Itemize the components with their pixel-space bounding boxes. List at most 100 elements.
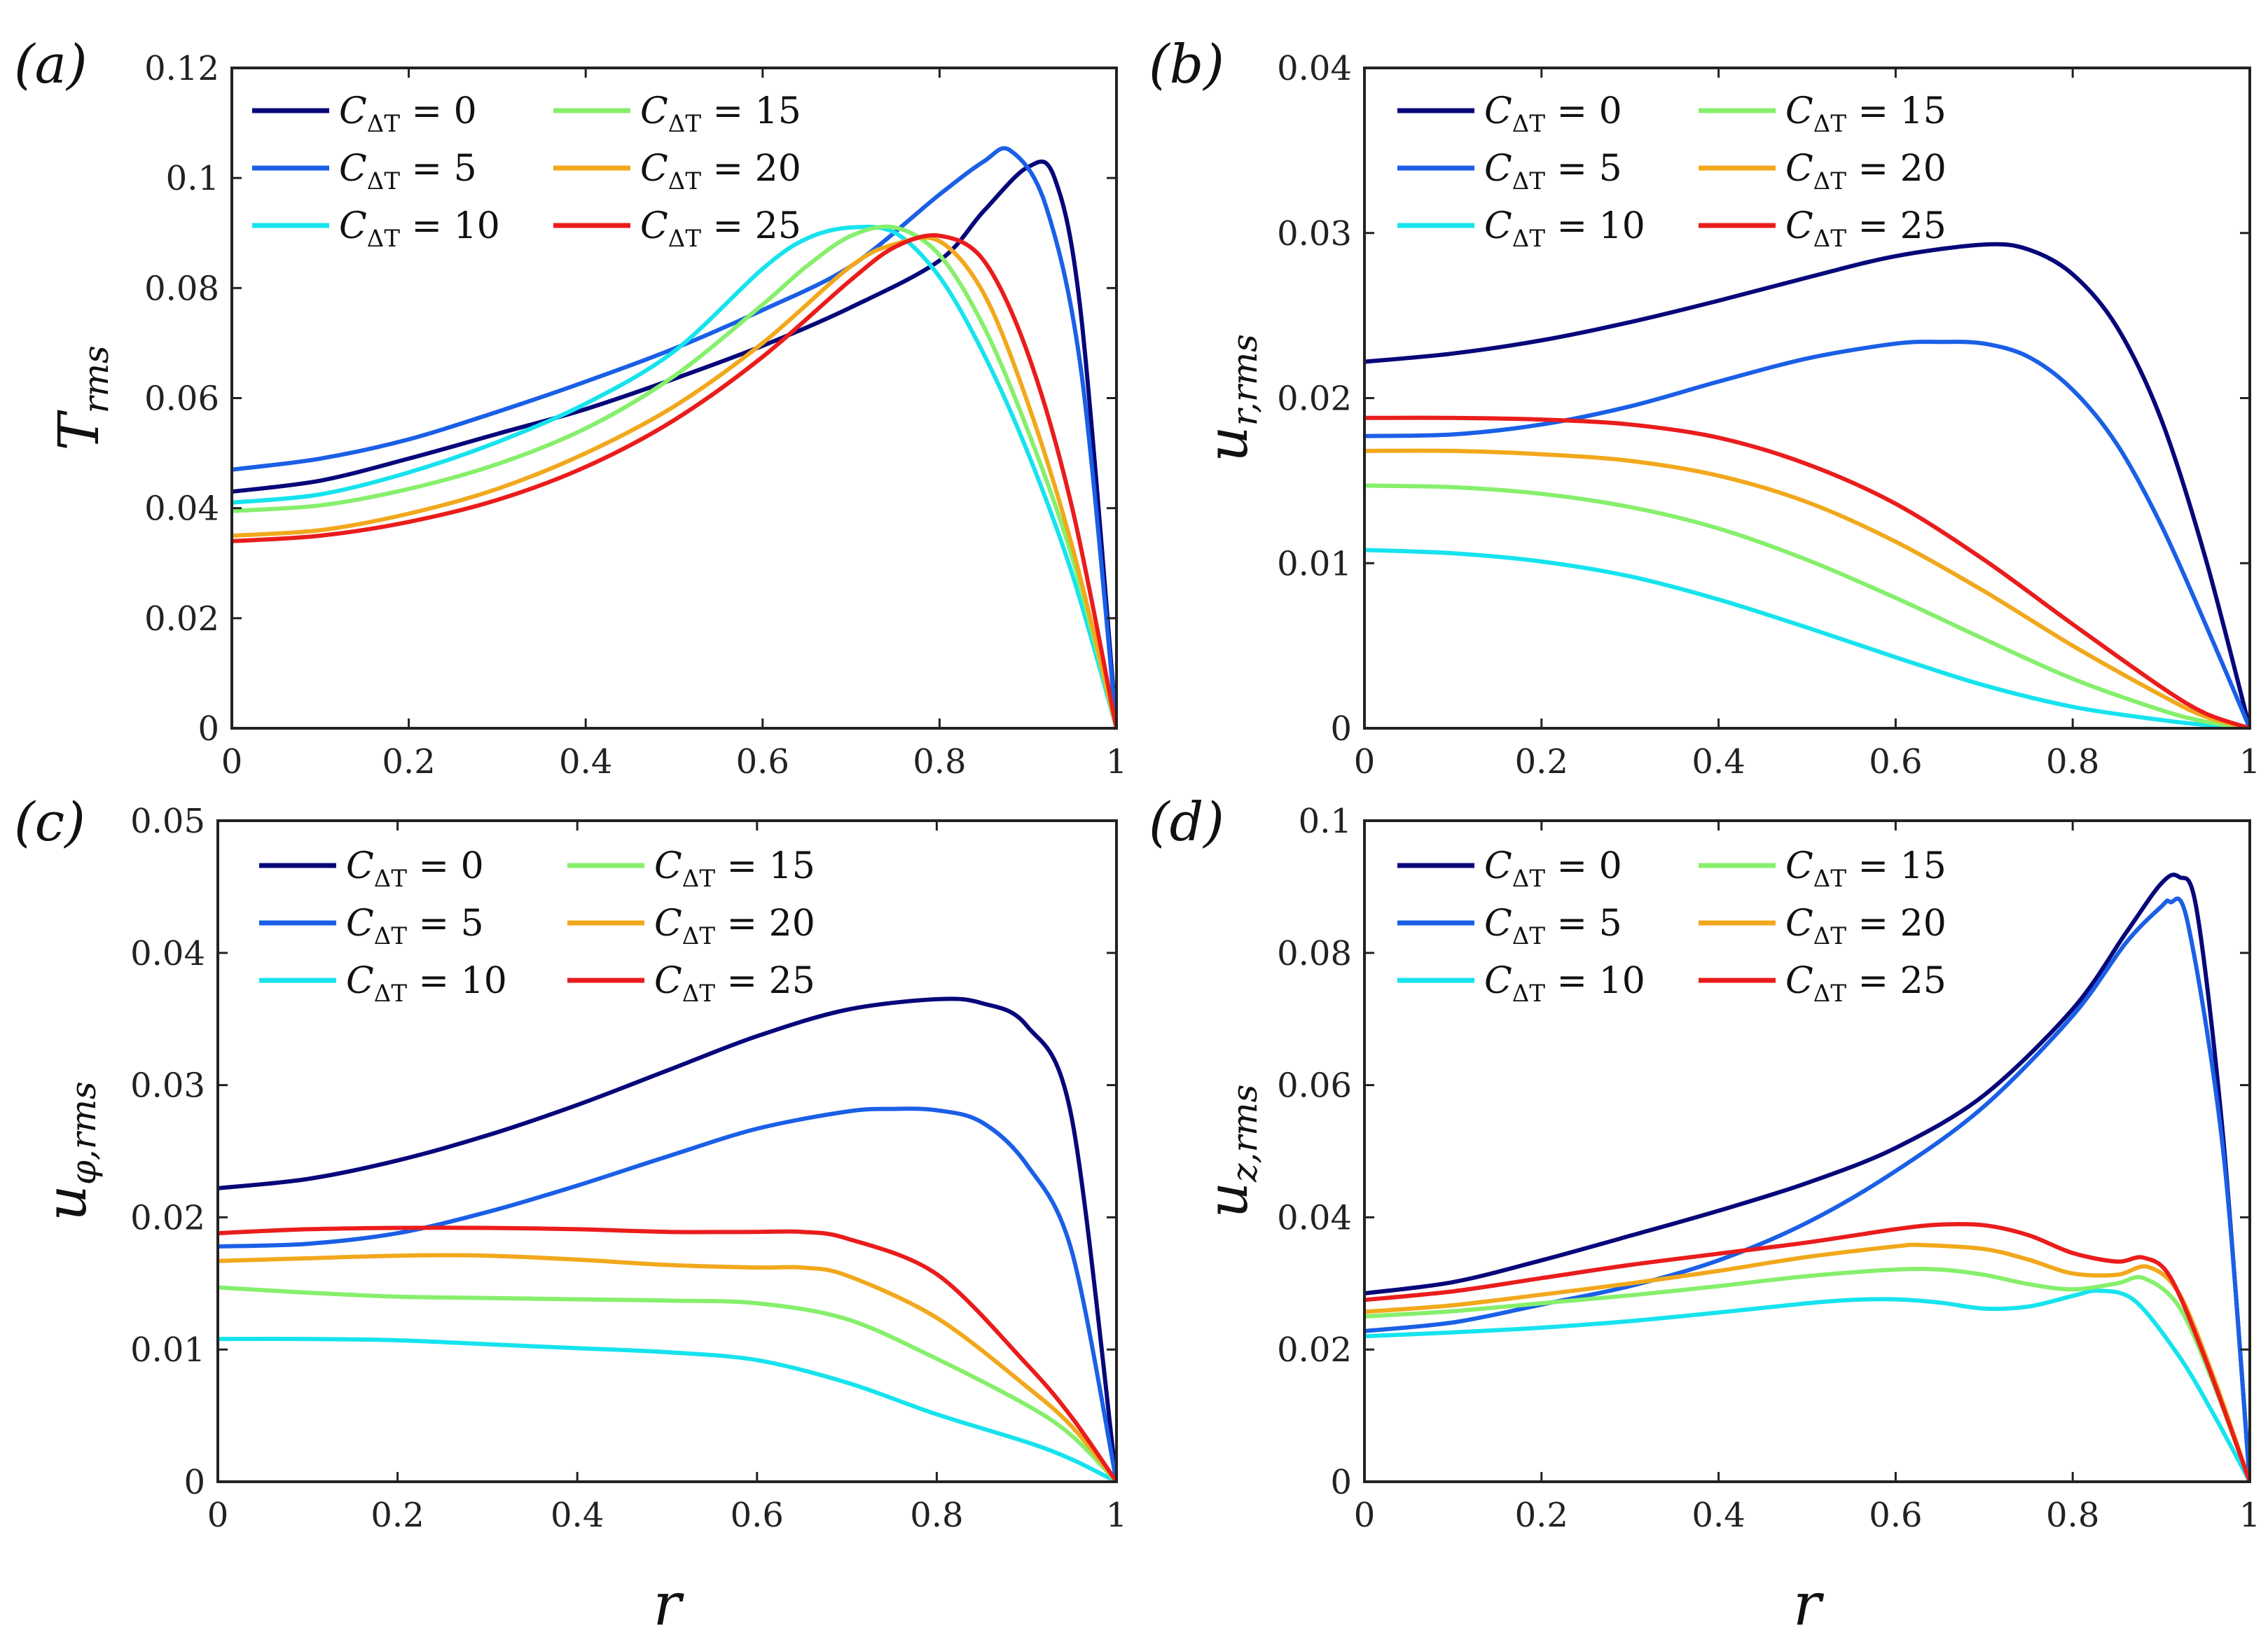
- series-line-C10: [1364, 1288, 2250, 1482]
- series-line-C5: [232, 146, 1116, 728]
- x-tick-label: 0.6: [1869, 742, 1922, 781]
- panel-b: 0 0.2 0.4 0.6 0.8 1 0 0.01 0.02 0.03 0.04 (b) ur,rms…: [1149, 33, 2260, 781]
- y-tick-label: 0.1: [1299, 802, 1352, 841]
- x-tick-label: 1: [2239, 742, 2261, 781]
- legend-label-C0: CΔT = 0: [339, 90, 477, 138]
- x-tick-label: 0: [1354, 1496, 1376, 1535]
- legend-label-C0: CΔT = 0: [346, 845, 484, 893]
- legend-label-C25: CΔT = 25: [1785, 960, 1947, 1008]
- x-tick-label: 1: [1106, 742, 1128, 781]
- series-group: [218, 996, 1116, 1482]
- series-line-C20: [1364, 1242, 2250, 1482]
- y-axis-label: uφ,rms: [34, 1081, 104, 1221]
- legend-label-C25: CΔT = 25: [1785, 205, 1947, 253]
- x-tick-label: 0.2: [382, 742, 435, 781]
- legend-label-C20: CΔT = 20: [1785, 903, 1947, 950]
- series-line-C0: [1364, 242, 2250, 728]
- legend-label-C15: CΔT = 15: [640, 90, 801, 138]
- x-tick-label: 0: [207, 1496, 229, 1535]
- series-line-C25: [1364, 415, 2250, 728]
- x-tick-label: 0.2: [1515, 742, 1568, 781]
- legend-label-C10: CΔT = 10: [1484, 205, 1645, 253]
- y-tick-label: 0.12: [144, 49, 219, 88]
- panel-label: (d): [1149, 791, 1224, 853]
- y-tick-label: 0.02: [130, 1198, 205, 1237]
- y-tick-label: 0.01: [1277, 544, 1352, 583]
- y-axis-label: uz,rms: [1195, 1085, 1265, 1218]
- panel-d: 0 0.2 0.4 0.6 0.8 1 0 0.02 0.04 0.06 0.08 0.1 (d) uz,…: [1149, 791, 2260, 1639]
- legend-label-C5: CΔT = 5: [1484, 148, 1622, 195]
- legend: CΔT = 0 CΔT = 5 CΔT = 10 CΔT = 15 CΔT = 20 CΔ…: [1397, 845, 1947, 1008]
- series-line-C15: [1364, 483, 2250, 728]
- series-line-C15: [232, 224, 1116, 728]
- y-axis-label: ur,rms: [1195, 334, 1265, 462]
- legend-label-C25: CΔT = 25: [640, 205, 801, 253]
- x-tick-label: 0.8: [913, 742, 966, 781]
- panel-label: (c): [14, 791, 85, 853]
- x-tick-label: 0.6: [731, 1496, 784, 1535]
- series-line-C0: [1364, 873, 2250, 1482]
- x-tick-label: 0.8: [2046, 1496, 2099, 1535]
- legend-label-C10: CΔT = 10: [346, 960, 507, 1008]
- x-tick-label: 0.6: [736, 742, 789, 781]
- y-tick-label: 0: [1330, 709, 1352, 749]
- series-line-C10: [1364, 548, 2250, 728]
- series-group: [1364, 873, 2250, 1482]
- axis-frame: [216, 819, 1118, 1483]
- legend-label-C15: CΔT = 15: [1785, 845, 1947, 893]
- legend-label-C10: CΔT = 10: [339, 205, 500, 253]
- series-line-C0: [218, 996, 1116, 1482]
- series-group: [232, 146, 1116, 728]
- x-tick-label: 0: [221, 742, 243, 781]
- series-line-C10: [232, 224, 1116, 728]
- legend-label-C5: CΔT = 5: [339, 148, 477, 195]
- x-axis-label: r: [653, 1570, 684, 1639]
- legend-label-C5: CΔT = 5: [1484, 903, 1622, 950]
- legend-label-C25: CΔT = 25: [654, 960, 815, 1008]
- legend-label-C15: CΔT = 15: [654, 845, 815, 893]
- legend-label-C20: CΔT = 20: [1785, 148, 1947, 195]
- x-tick-label: 0: [1354, 742, 1376, 781]
- series-line-C5: [1364, 340, 2250, 728]
- y-tick-label: 0.02: [144, 599, 219, 639]
- panel-label: (a): [14, 33, 88, 95]
- y-tick-label: 0.06: [1277, 1066, 1352, 1106]
- y-tick-label: 0: [198, 709, 219, 749]
- y-tick-label: 0.04: [130, 934, 205, 973]
- y-tick-label: 0: [1330, 1463, 1352, 1502]
- y-tick-label: 0.03: [1277, 214, 1352, 253]
- x-tick-label: 0.4: [1692, 742, 1745, 781]
- legend: CΔT = 0 CΔT = 5 CΔT = 10 CΔT = 15 CΔT = 20 CΔ…: [1397, 90, 1947, 253]
- y-tick-label: 0.04: [1277, 1198, 1352, 1237]
- panel-label: (b): [1149, 33, 1224, 95]
- x-tick-label: 0.2: [1515, 1496, 1568, 1535]
- series-line-C25: [232, 233, 1116, 728]
- x-tick-label: 0.2: [371, 1496, 424, 1535]
- y-tick-label: 0.04: [144, 489, 219, 529]
- x-tick-label: 0.4: [559, 742, 612, 781]
- series-line-C20: [1364, 448, 2250, 728]
- series-group: [1364, 242, 2250, 728]
- legend-label-C20: CΔT = 20: [654, 903, 815, 950]
- y-tick-label: 0.01: [130, 1330, 205, 1370]
- series-line-C0: [232, 159, 1116, 728]
- series-line-C20: [218, 1253, 1116, 1482]
- y-tick-label: 0.04: [1277, 49, 1352, 88]
- y-tick-label: 0.03: [130, 1066, 205, 1106]
- series-line-C5: [218, 1106, 1116, 1482]
- series-line-C15: [1364, 1266, 2250, 1482]
- panel-c: 0 0.2 0.4 0.6 0.8 1 0 0.01 0.02 0.03 0.04 0.05 (c) uφ…: [14, 791, 1127, 1639]
- y-tick-label: 0.05: [130, 802, 205, 841]
- legend: CΔT = 0 CΔT = 5 CΔT = 10 CΔT = 15 CΔT = 20 CΔ…: [252, 90, 801, 253]
- legend-label-C20: CΔT = 20: [640, 148, 801, 195]
- x-tick-label: 0.8: [910, 1496, 963, 1535]
- axis-frame: [1363, 819, 2251, 1483]
- y-tick-label: 0: [184, 1463, 205, 1502]
- x-tick-label: 0.6: [1869, 1496, 1922, 1535]
- y-tick-label: 0.1: [166, 159, 219, 198]
- legend-label-C0: CΔT = 0: [1484, 845, 1622, 893]
- x-tick-label: 0.8: [2046, 742, 2099, 781]
- x-tick-label: 1: [1106, 1496, 1128, 1535]
- y-axis-label: Trms: [46, 345, 116, 450]
